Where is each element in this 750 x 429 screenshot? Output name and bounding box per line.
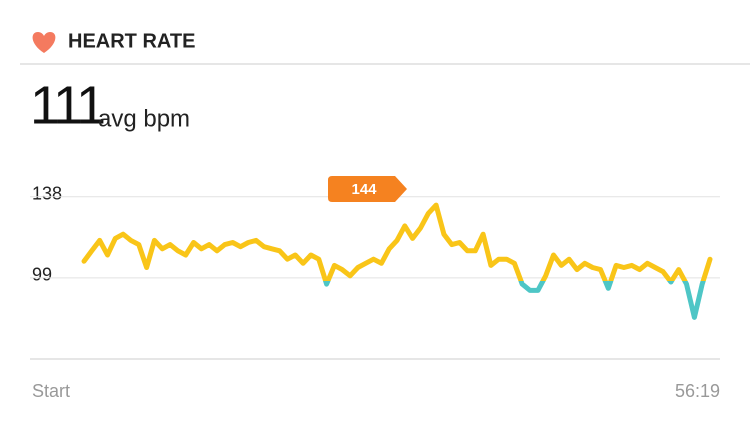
y-tick-label: 138 (32, 184, 62, 204)
y-tick-label: 99 (32, 265, 52, 285)
summary-value: 111 (30, 75, 104, 135)
heart-icon (32, 32, 56, 53)
header-title: HEART RATE (68, 30, 195, 52)
peak-badge: 144 (328, 176, 407, 202)
x-label-start: Start (32, 381, 70, 401)
x-label-end: 56:19 (675, 381, 720, 401)
peak-label: 144 (351, 181, 377, 198)
heart-rate-line (81, 202, 713, 320)
summary-unit: avg bpm (98, 105, 190, 132)
